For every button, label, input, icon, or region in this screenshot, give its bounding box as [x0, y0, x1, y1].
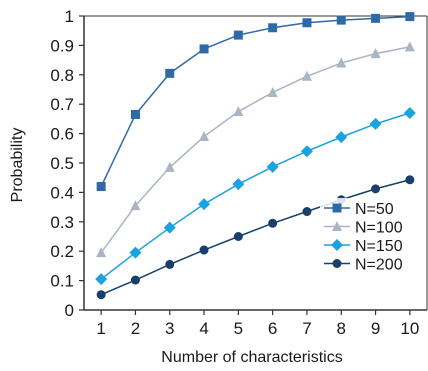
data-point-n200 — [371, 184, 381, 194]
series-line-n100 — [100, 46, 410, 254]
data-point-n50 — [233, 30, 243, 40]
series-line-n50 — [100, 15, 410, 187]
y-tick-label: 0.3 — [50, 213, 74, 232]
x-tick-label: 1 — [96, 319, 105, 338]
data-point-n50 — [268, 23, 278, 33]
y-tick-label: 0.9 — [50, 36, 74, 55]
x-tick-label: 4 — [199, 319, 208, 338]
data-point-n50 — [165, 68, 175, 78]
data-point-n150 — [403, 107, 416, 120]
data-point-n150 — [335, 131, 348, 144]
legend-label-n50: N=50 — [355, 201, 394, 218]
data-point-n200 — [130, 275, 140, 285]
y-tick-label: 0.6 — [50, 125, 74, 144]
legend-label-n100: N=100 — [355, 220, 403, 237]
x-tick-label: 7 — [302, 319, 311, 338]
y-tick-label: 0.7 — [50, 95, 74, 114]
data-point-n200 — [302, 207, 312, 217]
legend-marker-n150 — [331, 239, 343, 251]
data-point-n100 — [404, 41, 415, 52]
y-tick-label: 0.2 — [50, 242, 74, 261]
data-point-n50 — [199, 44, 209, 54]
legend-marker-n200 — [332, 259, 342, 268]
data-point-n100 — [96, 247, 107, 258]
data-point-n100 — [336, 57, 347, 68]
y-tick-label: 0 — [65, 301, 74, 320]
y-tick-label: 0.4 — [50, 183, 74, 202]
data-point-n50 — [336, 15, 346, 25]
legend-marker-n100 — [332, 221, 342, 231]
data-point-n150 — [300, 145, 313, 158]
data-point-n50 — [96, 182, 106, 192]
data-point-n50 — [302, 18, 312, 28]
y-tick-label: 1 — [65, 7, 74, 26]
x-tick-label: 3 — [165, 319, 174, 338]
data-point-n150 — [369, 117, 382, 130]
data-point-n100 — [164, 161, 175, 172]
data-point-n50 — [371, 13, 381, 23]
data-point-n100 — [267, 86, 278, 97]
x-axis-title: Number of characteristics — [161, 349, 342, 366]
y-axis-title: Probability — [9, 128, 26, 203]
x-tick-label: 9 — [371, 319, 380, 338]
data-point-n200 — [405, 175, 415, 185]
y-tick-label: 0.1 — [50, 272, 74, 291]
legend-label-n200: N=200 — [355, 257, 403, 274]
legend-label-n150: N=150 — [355, 238, 403, 255]
x-tick-label: 10 — [400, 319, 419, 338]
data-point-n200 — [165, 259, 175, 269]
data-point-n150 — [95, 273, 108, 286]
data-point-n200 — [233, 232, 243, 241]
data-point-n100 — [199, 131, 210, 142]
series-line-n150 — [100, 112, 411, 280]
data-point-n100 — [301, 70, 312, 81]
data-point-n50 — [405, 12, 415, 22]
data-point-n50 — [130, 109, 140, 119]
data-point-n100 — [233, 106, 244, 117]
data-point-n100 — [370, 48, 381, 59]
data-point-n150 — [232, 178, 245, 191]
y-tick-label: 0.5 — [50, 154, 74, 173]
x-tick-label: 5 — [234, 319, 243, 338]
data-point-n150 — [266, 160, 279, 173]
data-point-n150 — [129, 246, 142, 259]
x-tick-label: 6 — [268, 319, 277, 338]
legend-marker-n50 — [332, 203, 342, 213]
data-point-n200 — [199, 245, 209, 255]
data-point-n150 — [163, 221, 176, 234]
data-point-n100 — [130, 200, 141, 211]
x-tick-label: 8 — [337, 319, 346, 338]
data-point-n200 — [268, 218, 278, 228]
plot-area: 0 0.1 0.2 0.3 0.4 0.5 0.6 0.7 0.8 0.9 1 1 2 3 4 5 6 7 8 9 10 — [50, 7, 428, 338]
y-tick-label: 0.8 — [50, 66, 74, 85]
x-tick-label: 2 — [131, 319, 140, 338]
series-line-n200 — [100, 179, 411, 296]
data-point-n150 — [198, 198, 211, 211]
data-point-n200 — [96, 290, 106, 300]
